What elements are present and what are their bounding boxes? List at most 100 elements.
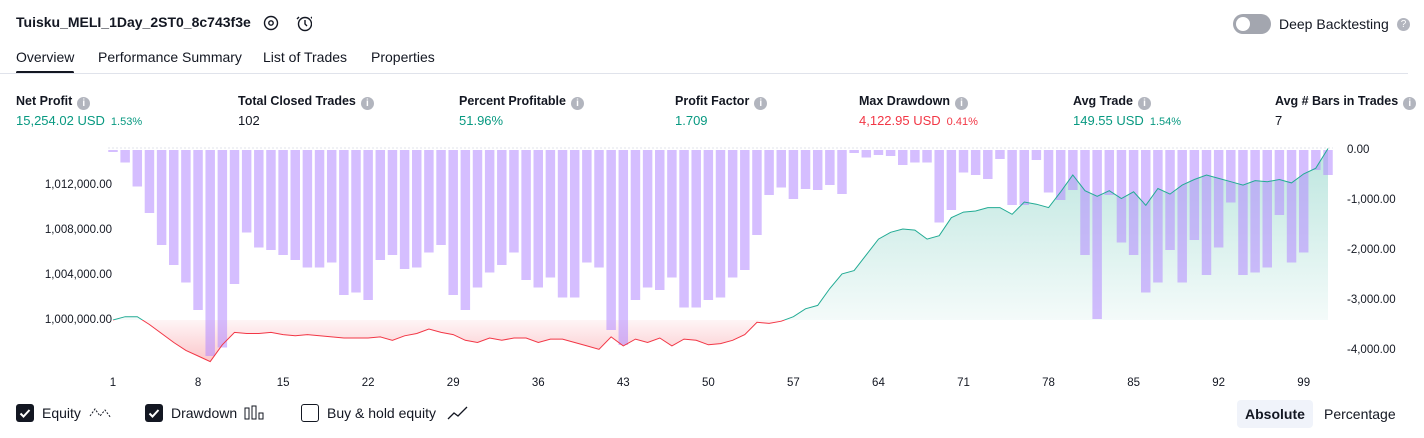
drawdown-bar (1031, 150, 1042, 160)
drawdown-bar (424, 150, 434, 253)
tab-separator (0, 73, 1408, 74)
drawdown-bar (618, 150, 629, 345)
info-icon[interactable]: i (570, 97, 584, 110)
drawdown-bar (156, 150, 167, 245)
buy-hold-glyph (447, 406, 468, 420)
metric-label-text: Avg Trade (1073, 94, 1133, 108)
metric-value: 4,122.95 USD 0.41% (859, 113, 978, 128)
alert-icon[interactable] (297, 16, 312, 32)
mode-button[interactable]: Absolute (1237, 400, 1313, 428)
drawdown-bar (995, 150, 1005, 159)
metric-percent: 0.41% (946, 116, 978, 128)
drawdown-bar (1274, 150, 1285, 215)
drawdown-bar (229, 150, 240, 284)
metric-label: Max Drawdown i (859, 94, 968, 110)
drawdown-bar (1007, 150, 1017, 205)
drawdown-bar (1128, 150, 1139, 255)
metric-label: Avg # Bars in Trades i (1275, 94, 1417, 110)
equity-glyph (89, 408, 112, 419)
metric-percent: 1.54% (1149, 116, 1182, 128)
drawdown-bar (509, 150, 519, 253)
x-tick-label: 22 (362, 377, 375, 389)
drawdown-bar (193, 150, 203, 310)
x-tick-label: 15 (277, 377, 290, 389)
metric-value-text: 51.96% (459, 113, 504, 128)
drawdown-bar (1177, 150, 1187, 283)
drawdown-bar (412, 150, 422, 268)
drawdown-bar (946, 150, 957, 210)
drawdown-bar (557, 150, 568, 298)
header-icons (263, 15, 312, 32)
drawdown-bar (934, 150, 944, 223)
info-icon[interactable]: i (77, 97, 91, 110)
drawdown-glyph (244, 405, 264, 420)
deep-backtesting-toggle[interactable] (1233, 14, 1271, 34)
metric-label-text: Profit Factor (675, 94, 750, 108)
drawdown-bar (217, 150, 228, 348)
tab[interactable]: Overview (16, 49, 75, 65)
drawdown-bar (691, 150, 701, 308)
drawdown-bar (569, 150, 580, 298)
drawdown-bar (399, 150, 410, 269)
info-icon[interactable]: i (1137, 97, 1151, 110)
drawdown-bar (497, 150, 507, 265)
metric-label: Profit Factor i (675, 94, 768, 110)
drawdown-bar (970, 150, 981, 175)
info-icon[interactable]: i (1403, 97, 1417, 110)
drawdown-bar (752, 150, 762, 235)
check-mark (148, 409, 160, 418)
drawdown-bar (788, 150, 799, 199)
settings-icon[interactable] (263, 15, 279, 31)
metric-value: 102 (238, 113, 260, 128)
equity-icon (88, 404, 114, 427)
x-tick-label: 29 (447, 377, 460, 389)
help-icon[interactable]: ? (1397, 18, 1410, 31)
metric-label-text: Avg # Bars in Trades (1275, 94, 1399, 108)
metric-value-text: 102 (238, 113, 260, 128)
drawdown-bar (120, 150, 130, 163)
drawdown-bar (1153, 150, 1163, 283)
checkbox[interactable] (301, 404, 319, 422)
x-tick-label: 78 (1042, 377, 1055, 389)
drawdown-bar (983, 150, 993, 179)
info-icon[interactable]: i (754, 97, 768, 110)
metric-value-text: 7 (1275, 113, 1283, 128)
drawdown-bar (1286, 150, 1297, 263)
info-icon[interactable]: i (360, 97, 374, 110)
drawdown-bar (1226, 150, 1236, 203)
drawdown-bar (241, 150, 252, 233)
drawdown-bar (108, 150, 118, 152)
drawdown-bar (339, 150, 349, 295)
drawdown-bar (1201, 150, 1212, 275)
drawdown-bar (254, 150, 264, 248)
drawdown-bar (655, 150, 665, 290)
drawdown-bar (800, 150, 811, 189)
drawdown-bar (727, 150, 738, 278)
checkbox[interactable] (145, 404, 163, 422)
metric-percent: 1.53% (110, 116, 143, 128)
metric-value: 51.96% (459, 113, 503, 128)
drawdown-bar (1068, 150, 1078, 190)
metric-value-text: 149.55 USD (1073, 113, 1144, 128)
info-icon[interactable]: i (955, 97, 968, 110)
metric-value: 7 (1275, 113, 1282, 128)
metric-value-text: 15,254.02 USD (16, 113, 105, 128)
drawdown-bar (1250, 150, 1260, 273)
tab[interactable]: Properties (371, 49, 435, 65)
drawdown-bar (363, 150, 373, 300)
drawdown-bar (484, 150, 495, 273)
checkbox[interactable] (16, 404, 34, 422)
mode-button[interactable]: Percentage (1324, 406, 1396, 422)
tab[interactable]: Performance Summary (98, 49, 242, 65)
drawdown-bar (326, 150, 337, 263)
tab[interactable]: List of Trades (263, 49, 348, 65)
metric-label-text: Percent Profitable (459, 94, 566, 108)
drawdown-bar (181, 150, 191, 283)
metric-value: 149.55 USD 1.54% (1073, 113, 1181, 128)
x-tick-label: 36 (532, 377, 545, 389)
metric-label-text: Total Closed Trades (238, 94, 356, 108)
drawdown-bar (1189, 150, 1200, 240)
drawdown-bar (1141, 150, 1151, 293)
